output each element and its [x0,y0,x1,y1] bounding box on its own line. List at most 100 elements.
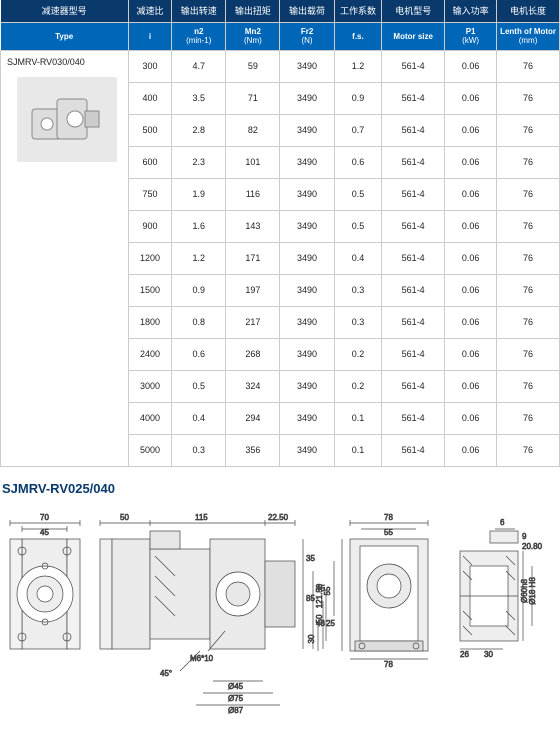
cell: 0.5 [334,210,382,242]
cell: 2400 [128,338,171,370]
header-en-5: f.s. [334,22,382,50]
cell: 1800 [128,306,171,338]
cell: 0.4 [334,242,382,274]
cell: 76 [497,370,560,402]
cell: 561-4 [382,274,445,306]
header-en-2: n2(min-1) [172,22,226,50]
cell: 0.06 [445,50,497,82]
cell: 76 [497,178,560,210]
table-row: SJMRV-RV030/0403004.75934901.2561-40.067… [1,50,560,82]
dim-78: 78 [384,513,393,522]
cell: 268 [226,338,280,370]
dim-d60: Ø60h8 [520,578,529,603]
cell: 3490 [280,114,334,146]
cell: 1.2 [334,50,382,82]
dim-d87: Ø87 [228,706,244,715]
cell: 3490 [280,210,334,242]
cell: 0.06 [445,370,497,402]
cell: 217 [226,306,280,338]
drawings-svg: 70 45 50 115 22.50 [0,506,560,721]
cell: 356 [226,434,280,466]
cell: 561-4 [382,242,445,274]
cell: 0.06 [445,274,497,306]
cell: 5000 [128,434,171,466]
cell: 82 [226,114,280,146]
dim-6: 6 [500,518,505,527]
cell: 3490 [280,242,334,274]
cell: 3000 [128,370,171,402]
cell: 0.9 [334,82,382,114]
specification-table: 减速器型号减速比输出转速输出扭矩输出载荷工作系数电机型号输入功率电机长度 Typ… [0,0,560,467]
cell: 0.4 [172,402,226,434]
header-en-6: Motor size [382,22,445,50]
dim-d18: Ø18 H8 [528,576,537,604]
cell: 0.6 [172,338,226,370]
cell: 561-4 [382,402,445,434]
cell: 0.06 [445,146,497,178]
cell: 0.06 [445,114,497,146]
technical-drawings: 70 45 50 115 22.50 [0,506,560,721]
cell: 400 [128,82,171,114]
dim-25: 25 [326,619,335,628]
cell: 76 [497,114,560,146]
header-en-1: i [128,22,171,50]
dim-50: 50 [120,513,129,522]
cell: 76 [497,306,560,338]
dim-26: 26 [460,650,469,659]
cell: 561-4 [382,338,445,370]
cell: 0.7 [334,114,382,146]
cell: 750 [128,178,171,210]
header-cn-4: 输出载荷 [280,0,334,22]
cell: 561-4 [382,434,445,466]
header-cn-1: 减速比 [128,0,171,22]
cell: 0.2 [334,338,382,370]
drawing-view-2: 50 115 22.50 35 85 [100,513,335,715]
cell: 4000 [128,402,171,434]
dim-55: 55 [384,528,393,537]
cell: 76 [497,274,560,306]
cell: 3490 [280,306,334,338]
cell: 116 [226,178,280,210]
cell: 900 [128,210,171,242]
type-label: SJMRV-RV030/040 [7,57,128,67]
cell: 2.3 [172,146,226,178]
header-en-8: Lenth of Motor(mm) [497,22,560,50]
cell: 71 [226,82,280,114]
cell: 561-4 [382,306,445,338]
cell: 3490 [280,146,334,178]
cell: 0.06 [445,82,497,114]
cell: 171 [226,242,280,274]
cell: 1.9 [172,178,226,210]
cell: 76 [497,146,560,178]
header-row-chinese: 减速器型号减速比输出转速输出扭矩输出载荷工作系数电机型号输入功率电机长度 [1,0,560,22]
cell: 3490 [280,402,334,434]
cell: 0.1 [334,434,382,466]
dim-20-80: 20.80 [522,542,543,551]
cell: 76 [497,402,560,434]
cell: 143 [226,210,280,242]
cell: 1.2 [172,242,226,274]
dim-70: 70 [40,513,49,522]
cell: 3490 [280,50,334,82]
header-cn-8: 电机长度 [497,0,560,22]
cell: 2.8 [172,114,226,146]
dim-78b: 78 [384,660,393,669]
dim-115: 115 [195,513,208,522]
dim-d45: Ø45 [228,682,244,691]
cell: 101 [226,146,280,178]
header-cn-7: 输入功率 [445,0,497,22]
cell: 1200 [128,242,171,274]
cell: 76 [497,210,560,242]
cell: 300 [128,50,171,82]
cell: 0.06 [445,306,497,338]
dim-45deg: 45° [160,669,172,678]
drawing-group: 70 45 50 115 22.50 [10,513,543,715]
cell: 3490 [280,82,334,114]
dim-30c: 30 [484,650,493,659]
cell: 3490 [280,178,334,210]
cell: 0.9 [172,274,226,306]
cell: 3490 [280,434,334,466]
cell: 3490 [280,338,334,370]
cell: 0.2 [334,370,382,402]
dim-55b: 55 [323,586,332,595]
